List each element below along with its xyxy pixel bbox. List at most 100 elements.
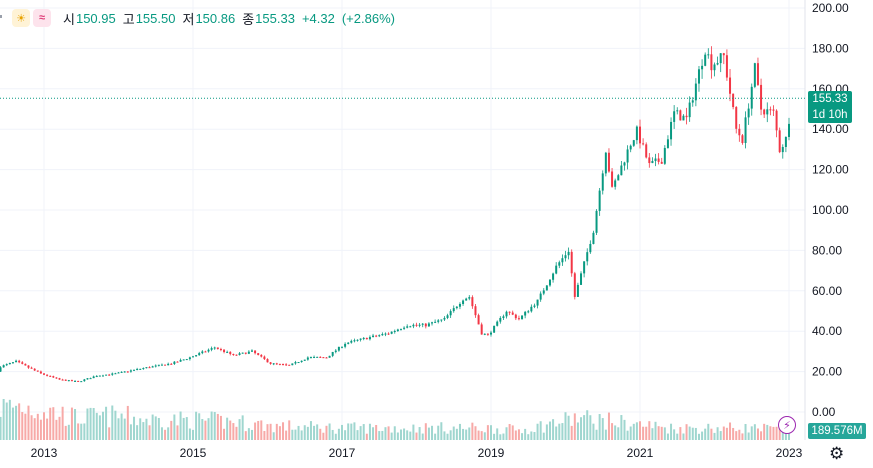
y-tick-label: 200.00 bbox=[812, 1, 849, 15]
candle-body bbox=[431, 322, 434, 324]
volume-bar bbox=[362, 424, 365, 440]
volume-bar bbox=[788, 433, 790, 440]
candle-body bbox=[629, 145, 632, 150]
volume-bar bbox=[157, 417, 160, 440]
volume-bar bbox=[18, 403, 21, 440]
candle-body bbox=[533, 305, 536, 307]
candle-body bbox=[74, 380, 77, 382]
candle-body bbox=[508, 311, 511, 313]
volume-bar bbox=[139, 418, 142, 440]
volume-bar bbox=[52, 407, 55, 440]
candle-body bbox=[688, 102, 691, 118]
candle-body bbox=[753, 63, 756, 87]
candle-body bbox=[654, 158, 657, 161]
volume-bar bbox=[415, 432, 418, 440]
candle-body bbox=[173, 361, 176, 365]
lightning-icon[interactable]: ⚡ bbox=[778, 416, 796, 434]
x-tick-label: 2015 bbox=[180, 446, 207, 460]
volume-bar bbox=[154, 416, 157, 440]
volume-bar bbox=[365, 433, 368, 440]
volume-bar bbox=[328, 423, 331, 440]
candle-body bbox=[334, 350, 337, 352]
candle-body bbox=[598, 190, 601, 211]
ohlc-legend: ☀ ≈ 시 150.95 고 155.50 저 150.86 종 155.33 … bbox=[12, 7, 402, 29]
volume-bar bbox=[179, 411, 182, 440]
candle-body bbox=[341, 346, 343, 348]
candle-body bbox=[651, 160, 654, 164]
volume-bar bbox=[694, 427, 697, 440]
candle-body bbox=[670, 121, 673, 140]
volume-bar bbox=[288, 420, 291, 440]
volume-bar bbox=[499, 434, 502, 440]
volume-bar bbox=[204, 420, 207, 440]
candle-body bbox=[11, 362, 14, 364]
candle-body bbox=[623, 162, 626, 166]
candle-body bbox=[769, 109, 772, 111]
volume-bar bbox=[660, 426, 663, 440]
volume-bar bbox=[92, 407, 95, 440]
candle-body bbox=[61, 379, 64, 381]
close-label: 종 bbox=[242, 11, 255, 27]
volume-bar bbox=[275, 423, 278, 440]
x-axis: 2013 2015 2017 2019 2021 2023 bbox=[31, 446, 803, 460]
candle-body bbox=[108, 374, 111, 376]
candle-body bbox=[328, 355, 331, 358]
candle-body bbox=[260, 354, 263, 357]
volume-bar bbox=[719, 431, 722, 440]
volume-bar bbox=[260, 420, 263, 440]
volume-bar bbox=[697, 433, 700, 440]
candle-body bbox=[604, 152, 607, 174]
candle-body bbox=[505, 311, 508, 317]
volume-bar bbox=[232, 423, 235, 440]
candle-body bbox=[390, 331, 393, 334]
volume-bar bbox=[344, 430, 347, 440]
candle-body bbox=[614, 180, 617, 187]
volume-bar bbox=[539, 421, 542, 440]
volume-bar bbox=[623, 419, 626, 440]
volume-bar bbox=[567, 415, 570, 440]
candle-body bbox=[219, 349, 222, 351]
candle-body bbox=[359, 338, 362, 340]
x-tick-label: 2013 bbox=[31, 446, 58, 460]
volume-bar bbox=[437, 425, 440, 440]
candle-body bbox=[576, 284, 579, 297]
candle-body bbox=[427, 323, 430, 327]
volume-bar bbox=[46, 418, 49, 440]
volume-bar bbox=[449, 430, 452, 440]
candle-body bbox=[732, 93, 735, 108]
candle-body bbox=[586, 252, 589, 262]
volume-bar bbox=[592, 423, 595, 440]
candle-body bbox=[676, 110, 679, 112]
candle-body bbox=[663, 147, 666, 164]
volume-bar bbox=[505, 427, 508, 440]
candle-body bbox=[555, 265, 558, 274]
high-label: 고 bbox=[122, 11, 135, 27]
volume-bar bbox=[580, 417, 583, 440]
volume-bar bbox=[421, 433, 424, 440]
candle-body bbox=[0, 367, 2, 372]
wave-icon[interactable]: ≈ bbox=[33, 9, 51, 27]
volume-bar bbox=[741, 433, 744, 440]
candle-body bbox=[263, 356, 266, 360]
candle-body bbox=[781, 147, 784, 153]
candle-body bbox=[24, 363, 27, 366]
candle-body bbox=[95, 376, 98, 378]
candle-body bbox=[238, 353, 241, 355]
gear-icon[interactable]: ⚙ bbox=[829, 444, 845, 463]
candle-body bbox=[154, 365, 157, 367]
candle-body bbox=[465, 298, 468, 301]
volume-bar bbox=[744, 423, 747, 440]
candle-body bbox=[387, 333, 390, 335]
candle-body bbox=[412, 324, 415, 327]
sun-icon[interactable]: ☀ bbox=[12, 9, 30, 27]
volume-bar bbox=[95, 412, 98, 440]
volume-bar bbox=[502, 433, 505, 440]
volume-bar bbox=[524, 428, 527, 440]
candle-body bbox=[673, 111, 676, 122]
volume-bar bbox=[760, 431, 763, 440]
candle-body bbox=[36, 370, 39, 372]
candle-body bbox=[27, 365, 30, 368]
y-tick-label: 0.00 bbox=[812, 405, 836, 419]
volume-bar bbox=[148, 425, 151, 440]
